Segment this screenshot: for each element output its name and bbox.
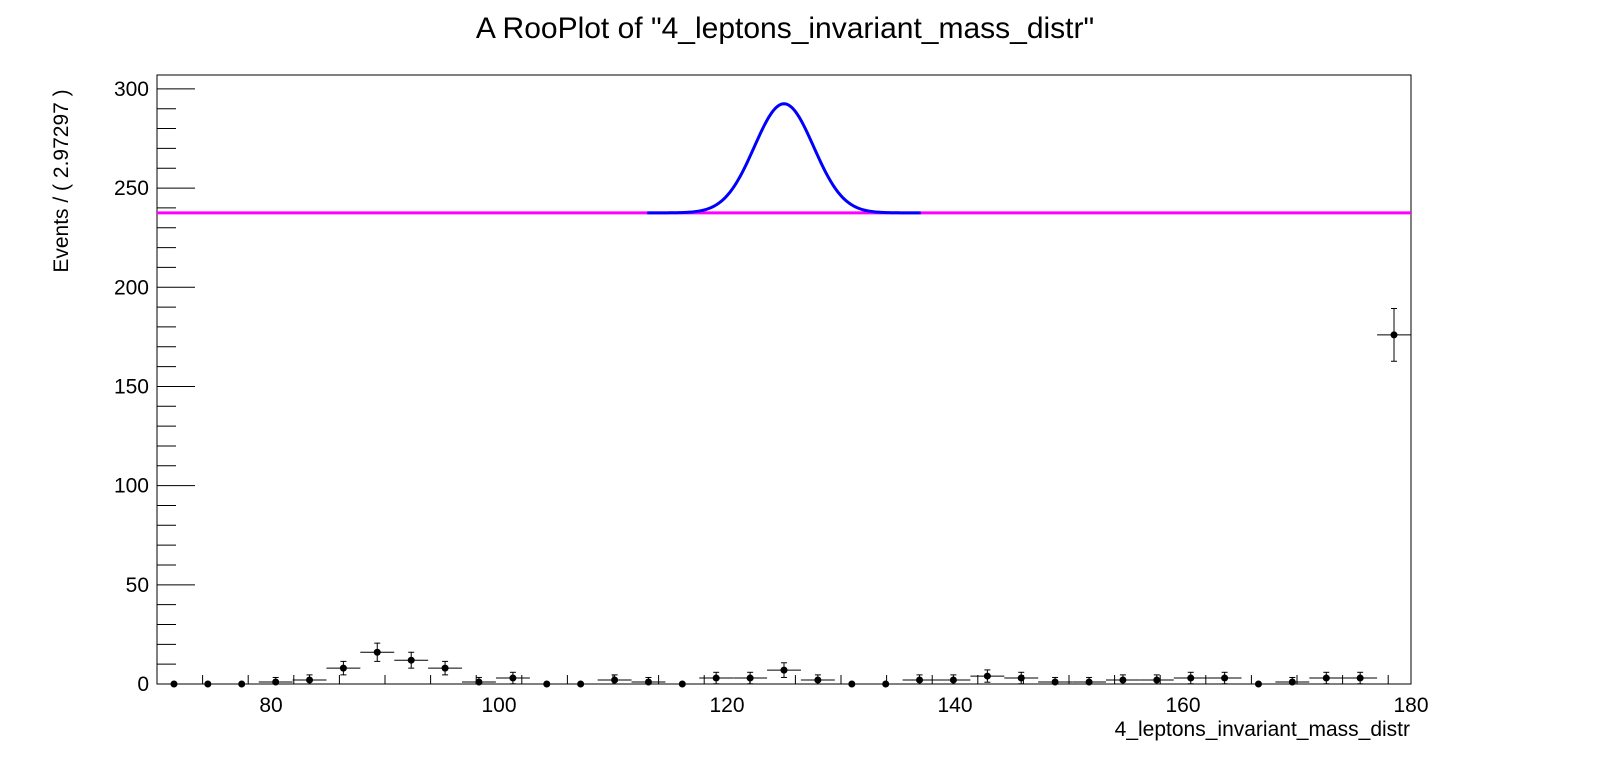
data-layer <box>157 102 1411 688</box>
data-marker <box>306 676 314 684</box>
data-point <box>428 660 463 676</box>
x-tick-label: 120 <box>709 694 744 717</box>
y-tick-label: 150 <box>114 375 149 398</box>
data-marker <box>1187 674 1195 682</box>
data-marker <box>611 676 619 684</box>
data-marker <box>848 680 856 688</box>
data-point <box>1173 671 1208 685</box>
data-point <box>1105 674 1140 685</box>
data-point <box>800 674 835 685</box>
y-axis-label: Events / ( 2.97297 ) <box>50 89 73 272</box>
data-marker <box>949 676 957 684</box>
data-point <box>767 662 801 678</box>
data-point <box>1207 671 1242 685</box>
data-marker <box>882 680 890 688</box>
data-point <box>224 680 259 688</box>
data-marker <box>543 680 551 688</box>
data-marker <box>475 678 483 686</box>
data-point <box>360 642 395 662</box>
data-point <box>597 674 632 685</box>
data-point <box>936 674 971 685</box>
data-marker <box>1390 331 1398 339</box>
data-point <box>665 680 700 688</box>
x-axis-ticks: 80 100 120 140 160 180 <box>156 675 1429 717</box>
x-axis-label: 4_leptons_invariant_mass_distr <box>1115 718 1410 741</box>
data-marker <box>644 678 652 686</box>
data-point <box>563 680 598 688</box>
data-marker <box>1017 674 1025 682</box>
data-marker <box>1119 676 1127 684</box>
y-axis-ticks: 0 50 100 150 200 250 300 <box>114 78 195 696</box>
data-marker <box>1254 680 1262 688</box>
x-tick-label: 80 <box>259 694 282 717</box>
data-marker <box>204 680 212 688</box>
data-point <box>699 671 734 685</box>
x-tick-label: 180 <box>1393 694 1428 717</box>
plot-frame <box>156 74 1412 685</box>
data-point <box>190 680 225 688</box>
data-point <box>1072 676 1107 686</box>
data-marker <box>712 674 720 682</box>
y-tick-label: 50 <box>126 574 149 597</box>
data-point <box>157 680 191 688</box>
y-tick-label: 200 <box>114 276 149 299</box>
data-point <box>1377 307 1411 362</box>
data-marker <box>916 676 924 684</box>
data-marker <box>814 676 822 684</box>
data-point <box>868 680 903 688</box>
data-point <box>631 676 666 686</box>
data-marker <box>407 656 415 664</box>
data-marker <box>780 666 788 674</box>
y-tick-label: 300 <box>114 78 149 101</box>
x-tick-label: 100 <box>481 694 516 717</box>
x-tick-label: 140 <box>937 694 972 717</box>
data-marker <box>509 674 517 682</box>
data-point <box>394 651 429 669</box>
data-marker <box>1085 678 1093 686</box>
data-marker <box>1356 674 1364 682</box>
data-marker <box>373 648 381 656</box>
data-marker <box>577 680 585 688</box>
data-point <box>495 671 530 685</box>
data-point <box>292 674 327 685</box>
data-marker <box>983 672 991 680</box>
y-tick-label: 250 <box>114 177 149 200</box>
data-point <box>1275 676 1310 686</box>
data-marker <box>339 664 347 672</box>
data-marker <box>1221 674 1229 682</box>
data-marker <box>746 674 754 682</box>
signal-fit-curve <box>647 102 921 215</box>
data-marker <box>1051 678 1059 686</box>
y-tick-label: 0 <box>137 673 149 696</box>
data-point <box>326 660 361 676</box>
data-point <box>461 676 496 686</box>
data-marker <box>272 678 280 686</box>
data-point <box>834 680 869 688</box>
data-marker <box>678 680 686 688</box>
data-point <box>1241 680 1276 688</box>
data-marker <box>1288 678 1296 686</box>
data-marker <box>441 664 449 672</box>
chart-title: A RooPlot of "4_leptons_invariant_mass_d… <box>476 12 1094 45</box>
data-point <box>1004 671 1039 685</box>
data-point <box>1038 676 1073 686</box>
data-marker <box>238 680 246 688</box>
data-marker <box>1322 674 1330 682</box>
data-point <box>1139 674 1174 685</box>
data-marker <box>1153 676 1161 684</box>
data-point <box>970 669 1005 683</box>
data-point <box>1309 671 1344 685</box>
data-point <box>258 676 293 686</box>
data-point <box>733 671 768 685</box>
data-point <box>902 674 937 685</box>
y-tick-label: 100 <box>114 475 149 498</box>
data-point <box>529 680 564 688</box>
data-marker <box>170 680 178 688</box>
data-point <box>1343 671 1378 685</box>
x-tick-label: 160 <box>1165 694 1200 717</box>
